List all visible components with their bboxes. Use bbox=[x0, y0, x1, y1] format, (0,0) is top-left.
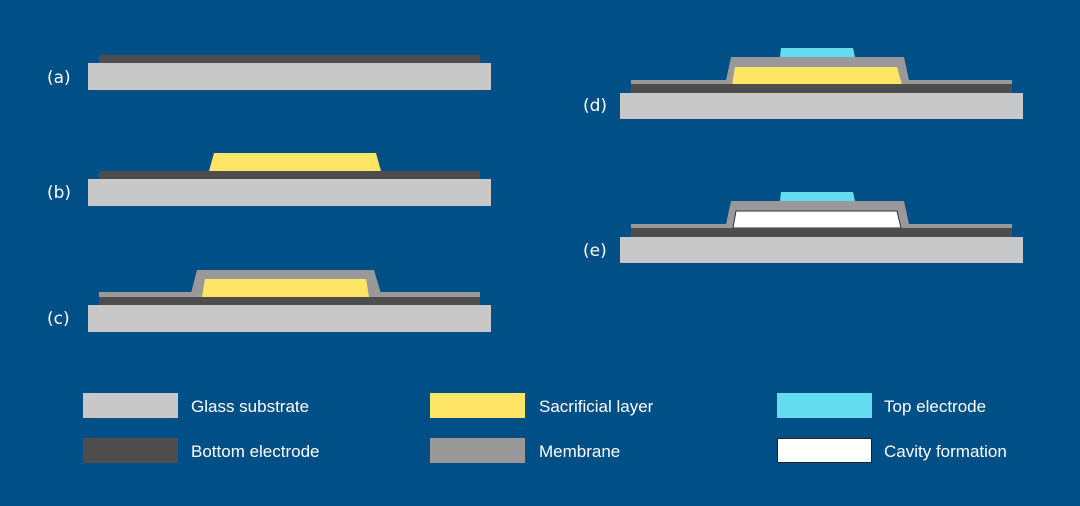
legend-swatch-cavity bbox=[777, 438, 872, 463]
cavity bbox=[732, 210, 902, 229]
bottom-electrode bbox=[99, 297, 480, 305]
bottom-electrode bbox=[631, 84, 1012, 93]
legend-swatch-top-electrode bbox=[777, 393, 872, 418]
glass-substrate bbox=[620, 93, 1023, 119]
legend-swatch-sacrificial bbox=[430, 393, 525, 418]
sacrificial-layer bbox=[732, 67, 902, 85]
legend-label: Membrane bbox=[539, 442, 620, 461]
sacrificial-layer bbox=[202, 279, 369, 297]
legend-label: Top electrode bbox=[884, 397, 986, 416]
legend-label: Cavity formation bbox=[884, 442, 1007, 461]
glass-substrate bbox=[88, 63, 491, 90]
step-e: (e) bbox=[583, 192, 1023, 263]
step-label: (d) bbox=[583, 96, 607, 116]
top-electrode bbox=[780, 192, 855, 201]
step-c: (c) bbox=[47, 270, 491, 332]
legend-label: Sacrificial layer bbox=[539, 397, 654, 416]
legend-label: Glass substrate bbox=[191, 397, 309, 416]
legend-swatch-glass bbox=[83, 393, 178, 418]
legend-swatch-membrane bbox=[430, 438, 525, 463]
legend-swatch-bottom-electrode bbox=[83, 438, 178, 463]
bottom-electrode bbox=[631, 228, 1012, 237]
step-label: (a) bbox=[47, 68, 71, 88]
step-label: (c) bbox=[47, 309, 70, 329]
glass-substrate bbox=[620, 237, 1023, 263]
step-label: (b) bbox=[47, 183, 71, 203]
step-d: (d) bbox=[583, 48, 1023, 119]
step-a: (a) bbox=[47, 55, 491, 90]
step-b: (b) bbox=[47, 153, 491, 206]
legend: Glass substrate Sacrificial layer Top el… bbox=[83, 393, 1007, 463]
glass-substrate bbox=[88, 179, 491, 206]
sacrificial-layer bbox=[209, 153, 381, 171]
top-electrode bbox=[780, 48, 855, 57]
bottom-electrode bbox=[99, 55, 480, 63]
glass-substrate bbox=[88, 305, 491, 332]
bottom-electrode bbox=[99, 171, 480, 179]
step-label: (e) bbox=[583, 241, 607, 261]
legend-label: Bottom electrode bbox=[191, 442, 320, 461]
